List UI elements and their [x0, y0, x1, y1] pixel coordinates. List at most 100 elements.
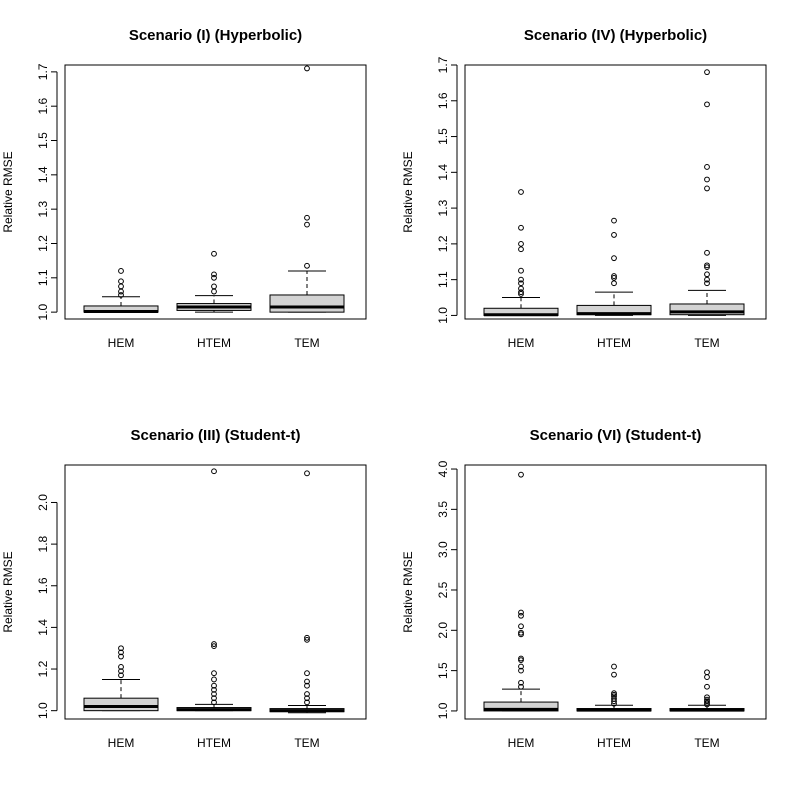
y-tick-label: 1.3 [36, 200, 50, 217]
outlier-point [518, 629, 524, 636]
outlier-point [304, 682, 310, 689]
x-tick-label: HEM [508, 736, 535, 750]
outlier-point [211, 686, 217, 693]
box-tem [669, 69, 745, 316]
outlier-point [118, 645, 124, 652]
outlier-point [118, 672, 124, 679]
outlier-point [118, 288, 124, 295]
outlier-point [211, 641, 217, 647]
outlier-point [704, 271, 710, 278]
outlier-point [611, 255, 617, 262]
outlier-point [518, 189, 524, 195]
chart-title: Scenario (I) (Hyperbolic) [129, 27, 302, 44]
box-hem [83, 268, 159, 313]
outlier-point [304, 262, 310, 269]
y-tick-label: 1.7 [36, 63, 50, 80]
box-htem [176, 250, 252, 313]
outlier-point [704, 185, 710, 192]
outlier-point [611, 663, 617, 670]
outlier-point [704, 696, 710, 703]
y-tick-label: 3.0 [436, 541, 450, 558]
outlier-point [118, 292, 124, 298]
outlier-point [211, 283, 217, 290]
y-tick-label: 1.1 [36, 269, 50, 286]
outlier-point [704, 683, 710, 690]
outlier-point [118, 268, 124, 274]
outlier-point [611, 280, 617, 287]
outlier-point [704, 101, 710, 108]
chart-panel-1: Scenario (I) (Hyperbolic) Relative RMSE 1.… [1, 27, 367, 350]
box-tem [269, 470, 345, 714]
y-tick-label: 1.6 [436, 92, 450, 109]
chart-title: Scenario (IV) (Hyperbolic) [524, 27, 707, 44]
outlier-point [611, 273, 617, 279]
x-tick-label: TEM [694, 336, 719, 350]
outlier-point [518, 655, 524, 662]
y-tick-label: 1.1 [436, 271, 450, 288]
x-tick-label: TEM [694, 736, 719, 750]
outlier-point [211, 691, 217, 697]
y-axis-label: Relative RMSE [401, 551, 415, 632]
outlier-point [611, 695, 617, 702]
y-tick-label: 1.4 [36, 619, 50, 636]
outlier-point [518, 224, 524, 231]
outlier-point [304, 636, 310, 643]
x-tick-label: HEM [508, 336, 535, 350]
outlier-point [211, 288, 217, 295]
outlier-point [304, 691, 310, 697]
plot-frame [464, 464, 767, 720]
outlier-point [211, 695, 217, 702]
outlier-point [518, 246, 524, 253]
outlier-point [611, 217, 617, 224]
outlier-point [518, 667, 524, 674]
x-tick-label: HEM [108, 736, 135, 750]
outlier-point [611, 274, 617, 281]
y-tick-label: 1.2 [436, 235, 450, 252]
chart-panel-4: Scenario (VI) (Student-t) Relative RMSE 1.… [401, 427, 767, 750]
outlier-point [304, 470, 310, 477]
chart-title: Scenario (III) (Student-t) [131, 427, 301, 444]
x-tick-label: HTEM [197, 336, 231, 350]
y-tick-label: 1.5 [436, 128, 450, 145]
y-tick-label: 1.0 [436, 702, 450, 719]
outlier-point [304, 678, 310, 685]
outlier-point [211, 250, 217, 257]
y-tick-label: 1.6 [36, 98, 50, 115]
x-tick-label: HTEM [197, 736, 231, 750]
outlier-point [704, 264, 710, 271]
outlier-point [211, 699, 217, 706]
y-tick-label: 1.0 [436, 307, 450, 324]
box-htem [576, 663, 652, 712]
outlier-point [518, 276, 524, 283]
outlier-point [611, 671, 617, 678]
box-iqr [483, 701, 559, 712]
outlier-point [518, 280, 524, 287]
plot-frame [464, 64, 767, 320]
outlier-point [118, 668, 124, 675]
box-hem [83, 645, 159, 712]
outlier-point [211, 271, 217, 278]
outlier-point [704, 669, 710, 676]
box-htem [576, 217, 652, 316]
outlier-point [211, 274, 217, 281]
y-axis-label: Relative RMSE [401, 151, 415, 232]
x-tick-label: HTEM [597, 336, 631, 350]
y-tick-label: 1.4 [36, 166, 50, 183]
x-tick-label: TEM [294, 736, 319, 750]
outlier-point [704, 276, 710, 283]
outlier-point [304, 699, 310, 706]
outlier-point [518, 240, 524, 247]
outlier-point [118, 278, 124, 285]
outlier-point [704, 249, 710, 256]
outlier-point [518, 623, 524, 630]
plot-frame [64, 464, 367, 720]
outlier-point [304, 221, 310, 228]
y-axis-label: Relative RMSE [1, 551, 15, 632]
chart-panel-3: Scenario (III) (Student-t) Relative RMSE 1… [1, 427, 367, 750]
y-tick-label: 2.0 [436, 622, 450, 639]
y-tick-label: 1.0 [36, 702, 50, 719]
box-htem [176, 468, 252, 712]
box-tem [269, 65, 345, 313]
outlier-point [518, 612, 524, 619]
